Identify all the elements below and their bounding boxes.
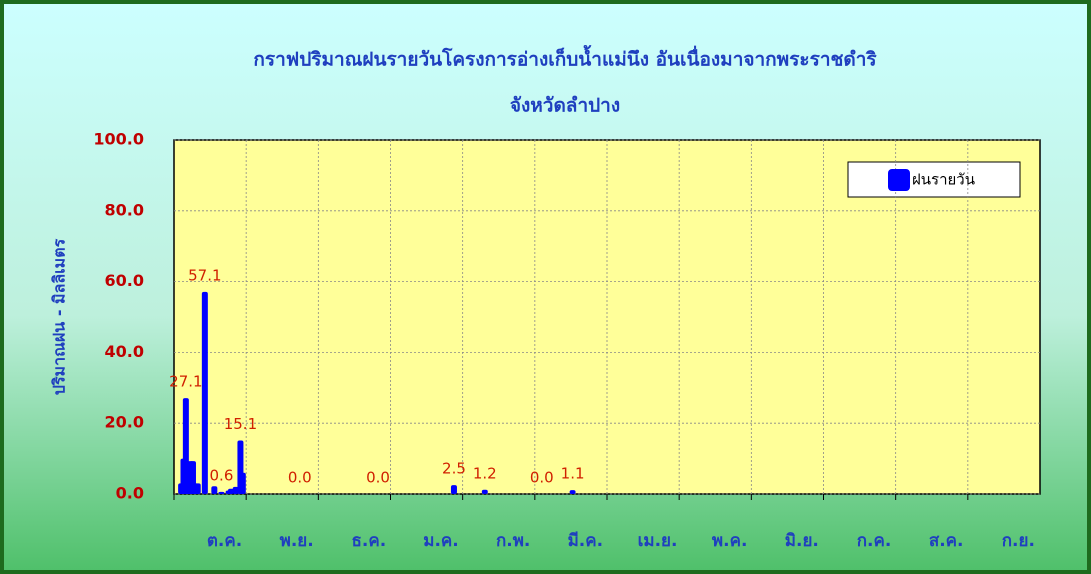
bar — [481, 489, 488, 494]
data-label: 0.0 — [530, 469, 554, 487]
x-tick-label: พ.ค. — [712, 531, 748, 551]
chart-title: จังหวัดลำปาง — [510, 95, 620, 117]
data-label: 27.1 — [169, 373, 202, 391]
y-tick-label: 20.0 — [105, 413, 144, 432]
bar — [201, 291, 208, 494]
chart-title: กราฟปริมาณฝนรายวันโครงการอ่างเก็บน้ำแม่น… — [253, 45, 877, 71]
legend-label: ฝนรายวัน — [912, 171, 975, 189]
data-label: 0.6 — [210, 466, 234, 484]
data-label: 1.1 — [561, 465, 585, 483]
data-label: 15.1 — [224, 415, 257, 433]
bar — [218, 491, 225, 494]
x-tick-label: ก.ค. — [857, 531, 892, 551]
bar — [211, 486, 218, 494]
y-tick-label: 80.0 — [105, 200, 144, 219]
x-tick-label: มี.ค. — [568, 530, 604, 551]
bar — [232, 486, 239, 494]
y-tick-label: 0.0 — [116, 484, 144, 503]
y-tick-label: 40.0 — [105, 342, 144, 361]
y-axis-label: ปริมาณฝน - มิลลิเมตร — [50, 238, 69, 395]
bar — [239, 472, 246, 494]
x-tick-label: ก.พ. — [496, 531, 530, 551]
data-label: 2.5 — [442, 460, 466, 478]
x-tick-label: ม.ค. — [423, 531, 459, 551]
x-tick-label: เม.ย. — [638, 531, 678, 551]
legend — [847, 161, 1021, 198]
data-label: 0.0 — [366, 469, 390, 487]
bar — [450, 485, 457, 494]
data-label: 0.0 — [288, 469, 312, 487]
bar — [194, 483, 201, 494]
data-label: 1.2 — [473, 464, 497, 482]
legend-swatch — [888, 169, 910, 191]
y-tick-label: 100.0 — [93, 130, 144, 149]
x-tick-label: มิ.ย. — [785, 531, 819, 551]
data-label: 57.1 — [188, 266, 221, 284]
x-tick-label: ต.ค. — [207, 531, 242, 551]
x-tick-label: พ.ย. — [280, 531, 314, 551]
x-tick-label: ก.ย. — [1002, 531, 1035, 551]
x-tick-label: ส.ค. — [929, 531, 964, 551]
bar — [227, 488, 234, 494]
y-tick-label: 60.0 — [105, 271, 144, 290]
x-tick-label: ธ.ค. — [352, 531, 387, 551]
bar — [569, 490, 576, 494]
